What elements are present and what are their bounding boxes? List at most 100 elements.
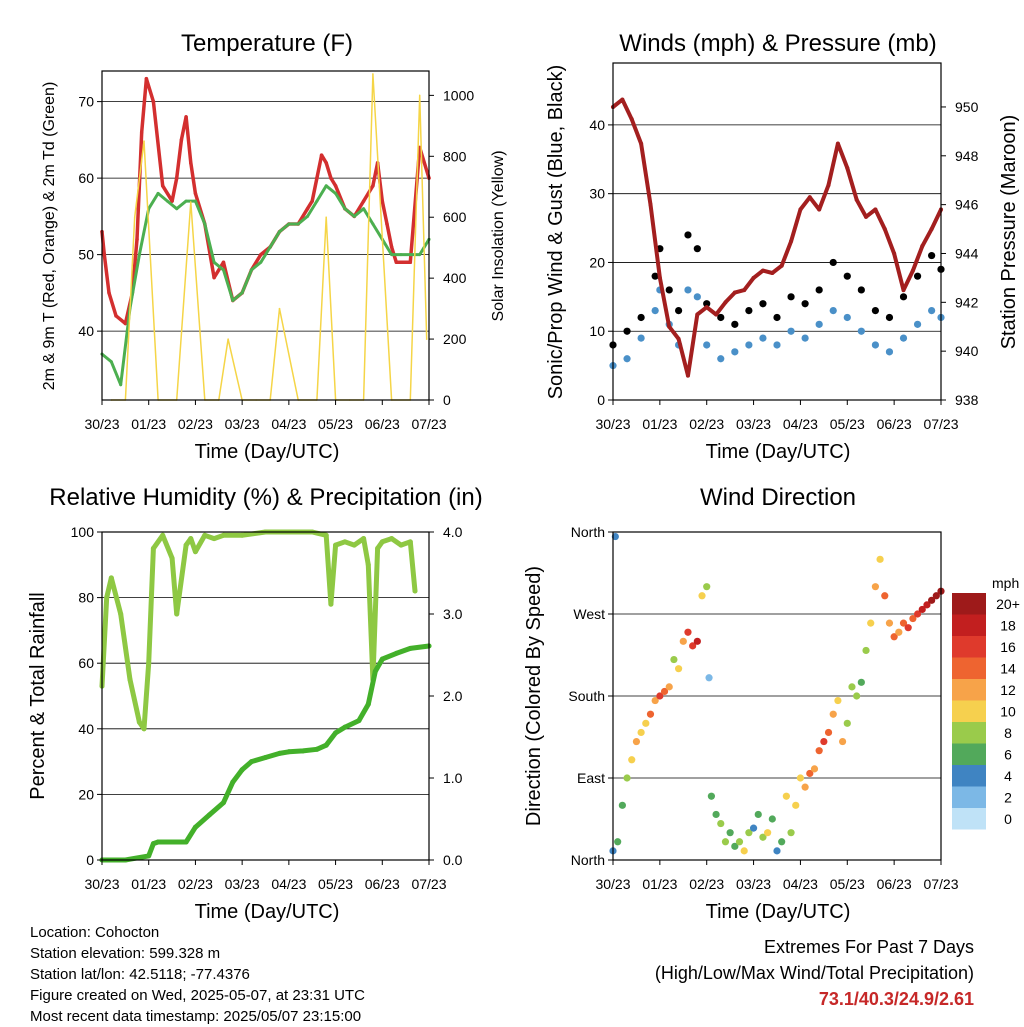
xtick-label: 04/23 (783, 876, 818, 892)
data-point (904, 624, 912, 632)
data-point (379, 656, 385, 662)
data-point (693, 637, 701, 645)
ytick-label: 40 (78, 721, 94, 737)
colorbar-swatch (952, 743, 986, 765)
xtick-label: 07/23 (923, 416, 958, 432)
station-info: Location: Cohocton Station elevation: 59… (30, 922, 365, 1027)
direction-title: Wind Direction (700, 484, 856, 511)
data-point (371, 222, 375, 226)
data-point (864, 214, 869, 219)
data-point (192, 549, 198, 555)
data-point (642, 719, 650, 727)
xtick-label: 30/23 (84, 876, 119, 892)
ytick-right-label: 2.0 (443, 688, 463, 704)
data-point (684, 628, 692, 636)
data-point (160, 532, 166, 538)
ytick-right-label: 948 (955, 148, 979, 164)
data-point (277, 750, 283, 756)
speed-colorbar: mph 20+ 18 16 14 12 10 8 6 4 2 0 (952, 575, 1020, 830)
data-point (913, 610, 922, 618)
ytick-label: 100 (71, 524, 95, 540)
data-point (929, 227, 934, 232)
xtick-label: 01/23 (642, 876, 677, 892)
extremes-box: Extremes For Past 7 Days (High/Low/Max W… (655, 934, 974, 1012)
winds-plot-frame (612, 62, 942, 401)
data-point (817, 207, 822, 212)
data-point (192, 824, 198, 830)
ytick-label: 70 (78, 94, 94, 110)
data-point (857, 678, 865, 686)
data-point (857, 327, 865, 335)
data-point (895, 628, 903, 636)
ytick-label: North (571, 524, 605, 540)
data-point (862, 646, 870, 655)
data-point (801, 300, 809, 308)
data-point (890, 633, 898, 641)
data-point (618, 801, 626, 809)
data-point (211, 536, 217, 542)
data-point (751, 275, 756, 280)
data-point (407, 539, 413, 545)
data-point (212, 275, 216, 280)
data-point (704, 305, 709, 310)
data-point (843, 313, 851, 322)
data-point (665, 683, 673, 691)
data-point (127, 677, 133, 683)
data-point (932, 592, 940, 600)
data-point (806, 769, 814, 778)
xtick-label: 01/23 (131, 876, 166, 892)
ytick-right-label: 3.0 (443, 606, 463, 622)
ytick-right-label: 946 (955, 197, 979, 213)
data-point (651, 306, 659, 315)
data-point (315, 199, 319, 203)
temperature-ylabel: 2m & 9m T (Red, Orange) & 2m Td (Green) (41, 82, 58, 391)
xtick-label: 07/23 (923, 876, 958, 892)
data-point (760, 268, 765, 273)
data-point (139, 130, 144, 134)
data-point (656, 692, 664, 700)
data-point (623, 327, 631, 335)
ytick-label: 60 (78, 655, 94, 671)
data-point (361, 536, 367, 542)
xtick-label: 30/23 (84, 416, 119, 432)
data-point (221, 268, 225, 272)
data-point (144, 76, 149, 81)
data-point (717, 819, 725, 828)
ytick-label: South (568, 688, 605, 704)
data-point (675, 306, 683, 315)
data-point (899, 619, 908, 627)
data-point (839, 737, 847, 746)
ytick-label: 60 (78, 170, 94, 186)
winds-pressure-panel: Winds (mph) & Pressure (mb) 0 10 20 30 40 938… (545, 30, 1020, 463)
winds-ylabel: Sonic/Prop Wind & Gust (Blue, Black) (545, 65, 567, 400)
data-point (333, 730, 339, 736)
data-point (871, 341, 880, 349)
data-point (221, 260, 226, 265)
xtick-label: 01/23 (642, 416, 677, 432)
data-point (773, 313, 781, 322)
data-point (801, 783, 809, 791)
data-point (323, 742, 329, 748)
temperature-xlabel: Time (Day/UTC) (195, 441, 340, 463)
data-point (712, 810, 720, 819)
series-line (99, 643, 432, 863)
data-point (156, 191, 160, 195)
colorbar-label: 2 (1004, 790, 1012, 806)
xtick-label: 01/23 (131, 416, 166, 432)
data-point (202, 532, 208, 538)
data-point (174, 176, 179, 180)
data-point (141, 726, 147, 732)
data-point (227, 338, 229, 340)
data-point (239, 767, 245, 773)
data-point (679, 637, 687, 645)
data-point (698, 592, 706, 600)
data-point (628, 756, 636, 764)
data-point (389, 536, 395, 542)
data-point (623, 774, 631, 782)
data-point (146, 853, 152, 859)
humidity-xlabel: Time (Day/UTC) (195, 901, 340, 923)
data-point (133, 216, 136, 218)
data-point (689, 642, 697, 650)
xtick-label: 05/23 (318, 876, 353, 892)
data-point (676, 336, 681, 341)
